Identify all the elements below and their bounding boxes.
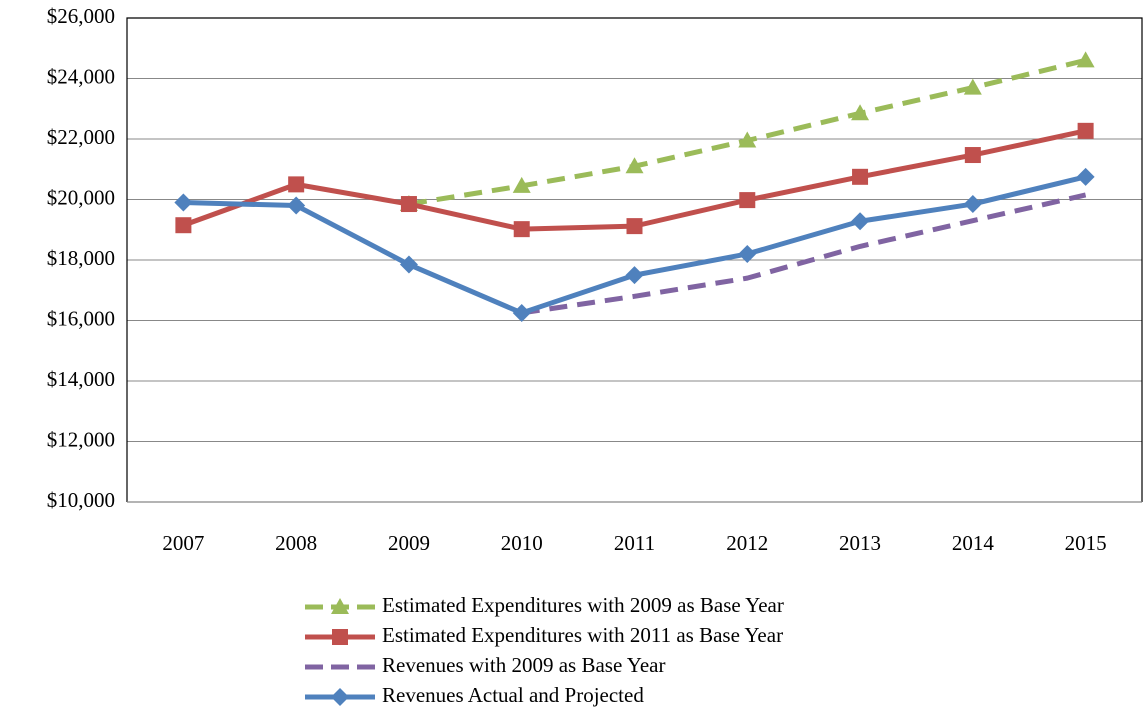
x-tick-label: 2010: [501, 531, 543, 555]
plot-frame: [126, 17, 1143, 502]
marker: [626, 218, 643, 235]
marker: [963, 78, 982, 95]
marker: [513, 221, 530, 238]
marker: [400, 196, 417, 213]
y-tick-label: $22,000: [47, 125, 115, 149]
y-tick-label: $18,000: [47, 246, 115, 270]
legend-label: Estimated Expenditures with 2009 as Base…: [382, 593, 784, 617]
legend-label: Estimated Expenditures with 2011 as Base…: [382, 623, 783, 647]
x-tick-label: 2013: [839, 531, 881, 555]
marker: [625, 157, 644, 174]
x-tick-label: 2014: [952, 531, 995, 555]
marker: [175, 217, 192, 234]
y-tick-label: $16,000: [47, 306, 115, 330]
x-tick-label: 2009: [388, 531, 430, 555]
marker: [738, 244, 757, 263]
marker: [852, 168, 869, 185]
marker: [331, 688, 349, 706]
marker: [287, 196, 306, 215]
x-tick-label: 2015: [1065, 531, 1107, 555]
series-line: [521, 192, 1087, 316]
x-tick-label: 2012: [726, 531, 768, 555]
marker: [332, 629, 348, 645]
y-tick-label: $20,000: [47, 185, 115, 209]
marker: [399, 255, 418, 274]
marker: [1077, 122, 1094, 139]
marker: [174, 193, 193, 212]
marker: [512, 176, 531, 193]
legend-label: Revenues with 2009 as Base Year: [382, 653, 665, 677]
marker: [963, 195, 982, 214]
marker: [625, 266, 644, 285]
x-tick-label: 2011: [614, 531, 655, 555]
y-tick-label: $26,000: [47, 4, 115, 28]
series-line: [183, 174, 1087, 316]
marker: [1076, 51, 1095, 68]
marker: [851, 212, 870, 231]
x-tick-label: 2008: [275, 531, 317, 555]
y-tick-label: $12,000: [47, 427, 115, 451]
legend-label: Revenues Actual and Projected: [382, 683, 644, 707]
y-tick-label: $24,000: [47, 64, 115, 88]
marker: [851, 104, 870, 121]
marker: [964, 147, 981, 164]
series-line: [182, 128, 1087, 232]
marker: [512, 303, 531, 322]
marker: [1076, 167, 1095, 186]
marker: [288, 176, 305, 193]
marker: [738, 131, 757, 148]
y-tick-label: $10,000: [47, 488, 115, 512]
marker: [739, 192, 756, 209]
x-tick-label: 2007: [162, 531, 204, 555]
marker: [331, 598, 349, 614]
y-tick-label: $14,000: [47, 367, 115, 391]
